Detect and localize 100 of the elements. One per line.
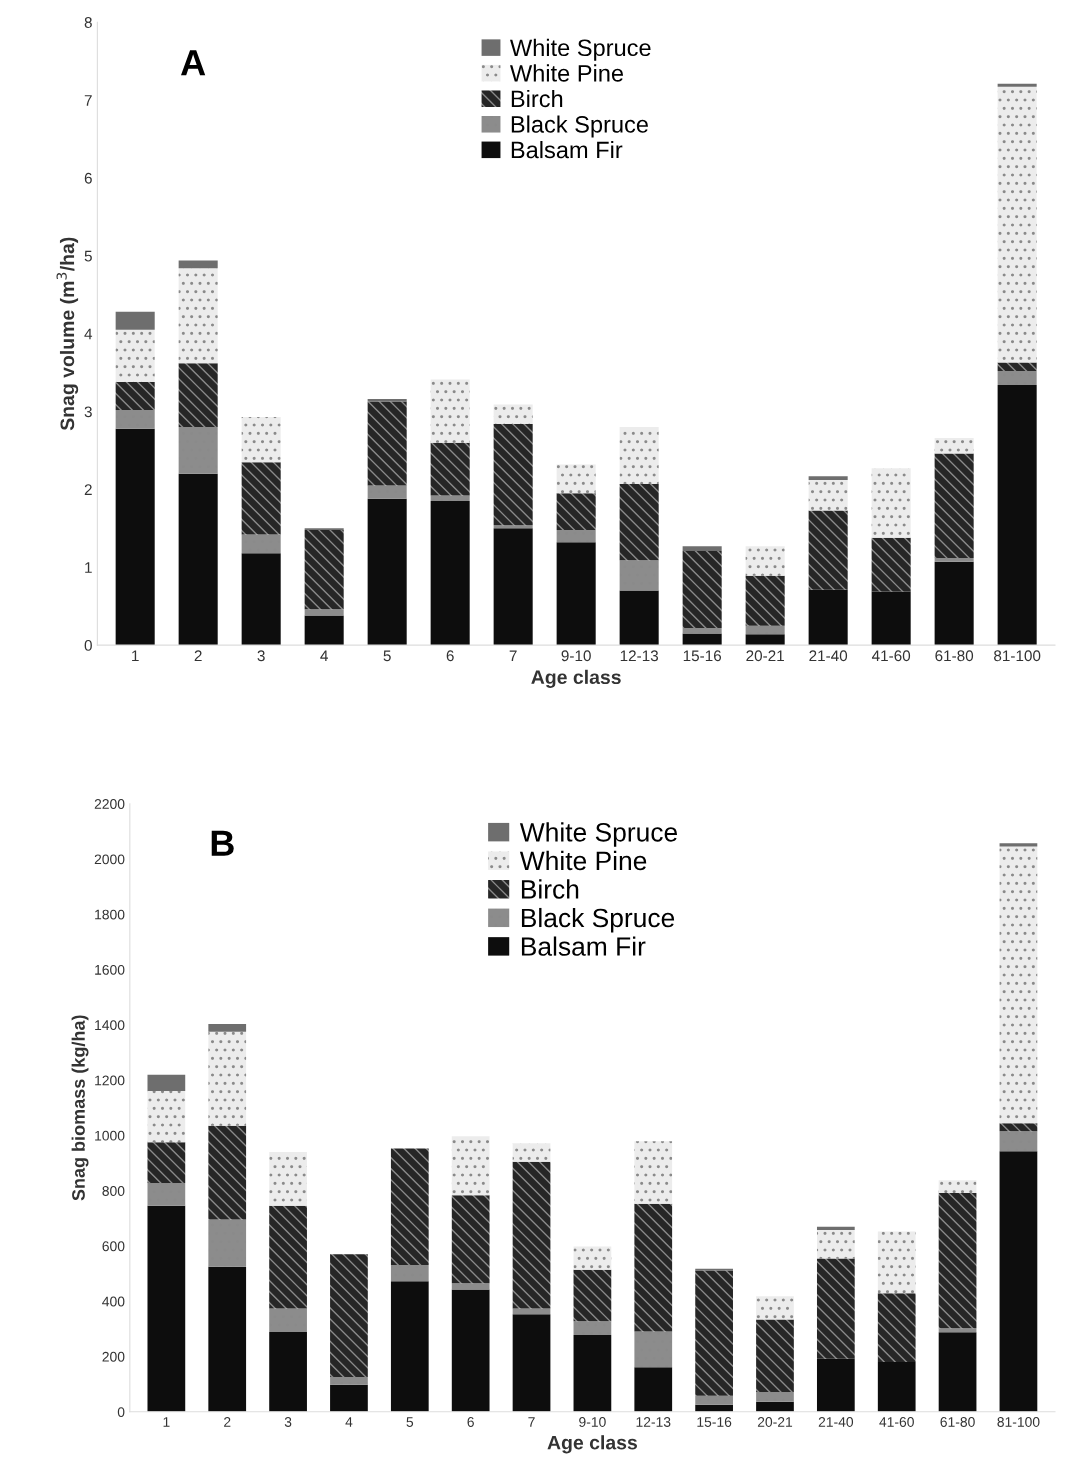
- bar: [877, 1362, 916, 1412]
- bar: [269, 1308, 307, 1332]
- y-tick-label: 1800: [95, 909, 125, 920]
- bar: [695, 1270, 733, 1396]
- bar: [573, 1269, 612, 1322]
- y-tick-label: 1400: [95, 1020, 125, 1031]
- x-tick-label: 81-100: [994, 650, 1041, 662]
- y-axis-title: Snag volume (m$^{3}$/ha): [56, 237, 79, 431]
- bar: [999, 843, 1038, 847]
- bar: [745, 625, 785, 635]
- bar: [147, 1090, 186, 1143]
- bar: [269, 1152, 307, 1206]
- bar: [367, 498, 407, 646]
- x-tick-label: 4: [345, 1417, 353, 1427]
- x-tick-label: 5: [406, 1417, 414, 1427]
- bar: [682, 627, 722, 634]
- bar: [556, 464, 596, 494]
- bar: [304, 529, 344, 610]
- bar: [745, 575, 785, 626]
- bar: [178, 427, 218, 474]
- bar: [147, 1142, 186, 1183]
- y-tick-label: 1600: [95, 964, 125, 975]
- x-tick-label: 2: [224, 1417, 231, 1427]
- y-tick-label: 2200: [94, 799, 125, 809]
- x-tick-label: 41-60: [871, 650, 911, 662]
- bar: [573, 1246, 612, 1270]
- x-tick-label: 1: [163, 1417, 170, 1427]
- text: A: [180, 50, 206, 76]
- legend-label: White Spruce: [510, 38, 651, 61]
- bar: [147, 1182, 186, 1206]
- legend-label: Balsam Fir: [511, 140, 623, 159]
- bar: [115, 381, 155, 410]
- bar: [619, 427, 659, 484]
- y-tick-label: 7: [84, 95, 92, 106]
- y-tick-label: 1200: [95, 1075, 125, 1086]
- y-tick-label: 200: [102, 1351, 125, 1362]
- bar: [208, 1219, 247, 1267]
- bar: [816, 1258, 855, 1359]
- x-axis-title: Age class: [531, 669, 621, 688]
- bar: [556, 493, 596, 530]
- bar: [682, 633, 722, 646]
- y-tick-label: 2: [84, 484, 92, 495]
- bar: [997, 385, 1037, 646]
- bar: [573, 1321, 612, 1335]
- x-tick-label: 21-40: [818, 1417, 854, 1427]
- bar: [512, 1143, 551, 1162]
- bar: [430, 501, 470, 646]
- bar: [877, 1293, 916, 1363]
- bar: [241, 553, 281, 646]
- bar: [241, 462, 281, 535]
- bar: [512, 1161, 551, 1309]
- bar: [999, 1123, 1038, 1132]
- bar: [451, 1195, 490, 1284]
- bar: [208, 1125, 247, 1220]
- bar: [934, 557, 974, 562]
- x-tick-label: 9-10: [579, 1417, 606, 1427]
- bar: [997, 371, 1037, 386]
- bar: [756, 1319, 794, 1392]
- x-axis-title: Age class: [547, 1435, 637, 1454]
- x-tick-label: 12-13: [636, 1417, 671, 1427]
- bar: [816, 1229, 855, 1259]
- bar: [451, 1289, 490, 1412]
- x-tick-label: 5: [383, 650, 391, 662]
- x-tick-label: 15-16: [697, 1417, 732, 1427]
- x-tick-label: 15-16: [683, 650, 722, 662]
- bar: [178, 260, 218, 269]
- bar: [934, 561, 974, 646]
- bar: [330, 1376, 368, 1385]
- text: B: [211, 830, 234, 856]
- bar: [999, 1131, 1038, 1152]
- y-tick-label: 1: [85, 562, 92, 573]
- bar: [634, 1331, 673, 1368]
- bar: [451, 1136, 490, 1196]
- legend-label: Balsam Fir: [521, 936, 646, 956]
- legend-label: Black Spruce: [511, 115, 648, 138]
- legend-label: Birch: [511, 89, 563, 108]
- bar: [493, 525, 533, 529]
- bar: [938, 1332, 977, 1412]
- bar: [147, 1074, 186, 1091]
- bar: [512, 1314, 551, 1412]
- x-tick-label: 7: [528, 1417, 535, 1427]
- x-tick-label: 20-21: [746, 650, 784, 662]
- bar: [304, 615, 344, 646]
- bar: [115, 311, 155, 330]
- legend-label: Birch: [521, 879, 579, 899]
- bar: [997, 83, 1037, 87]
- bar: [938, 1192, 977, 1329]
- bar: [178, 268, 218, 364]
- x-tick-label: 6: [446, 650, 454, 662]
- bar: [934, 453, 974, 558]
- bar: [330, 1254, 368, 1377]
- bar: [871, 591, 911, 646]
- bar: [493, 528, 533, 646]
- y-tick-label: 400: [102, 1296, 125, 1307]
- bar: [115, 409, 155, 429]
- bar: [269, 1205, 307, 1309]
- bar: [682, 550, 722, 628]
- legend-label: Black Spruce: [521, 907, 675, 933]
- bar: [178, 363, 218, 428]
- bar: [390, 1281, 429, 1412]
